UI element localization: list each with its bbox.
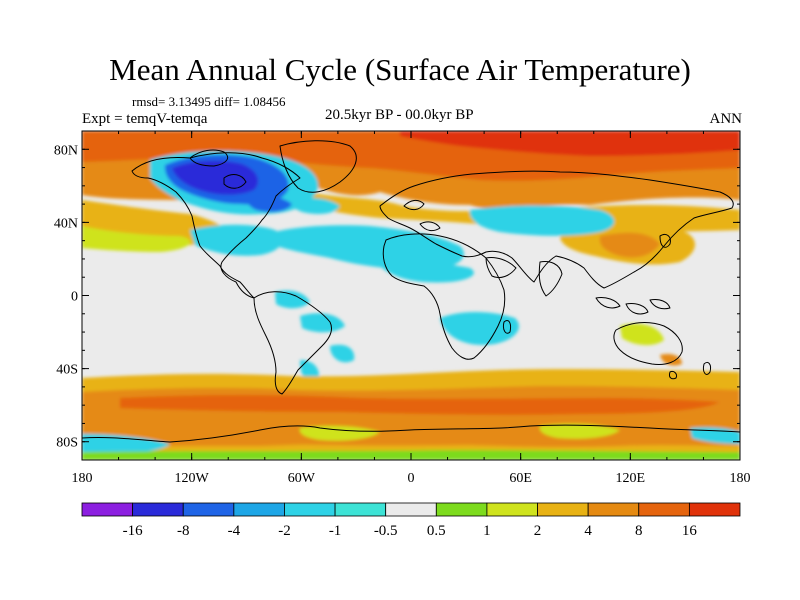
- y-tick-label: 40N: [54, 216, 78, 231]
- colorbar-swatch: [587, 502, 640, 517]
- period-text: 20.5kyr BP - 00.0kyr BP: [325, 107, 474, 123]
- colorbar-swatch: [385, 502, 437, 517]
- y-tick-label: 80N: [54, 143, 78, 158]
- y-tick-label: 80S: [56, 436, 78, 451]
- colorbar-label: -2: [278, 523, 291, 539]
- colorbar-label: 1: [483, 523, 491, 539]
- colorbar-label: -1: [329, 523, 342, 539]
- colorbar-swatch: [435, 502, 488, 517]
- colorbar-swatch: [81, 502, 134, 517]
- colorbar-swatch: [688, 502, 741, 517]
- colorbar-label: 8: [635, 523, 643, 539]
- colorbar-label: -4: [228, 523, 241, 539]
- colorbar: [81, 502, 741, 517]
- colorbar-swatch: [233, 502, 285, 517]
- colorbar-swatch: [284, 502, 336, 517]
- y-tick-label: 0: [71, 290, 78, 305]
- colorbar-label: 0.5: [427, 523, 446, 539]
- x-tick-label: 180: [72, 471, 93, 486]
- colorbar-swatch: [132, 502, 184, 517]
- colorbar-swatch: [334, 502, 387, 517]
- colorbar-swatch: [486, 502, 538, 517]
- coastlines: [82, 140, 740, 443]
- colorbar-label: -16: [123, 523, 143, 539]
- colorbar-label: -0.5: [374, 523, 398, 539]
- x-tick-label: 180: [730, 471, 751, 486]
- colorbar-label: 16: [682, 523, 698, 539]
- colorbar-label: 4: [584, 523, 592, 539]
- y-tick-label: 40S: [56, 363, 78, 378]
- experiment-text: Expt = temqV-temqa: [82, 111, 208, 127]
- x-tick-label: 120E: [616, 471, 646, 486]
- x-tick-label: 120W: [175, 471, 210, 486]
- colorbar-label: 2: [534, 523, 542, 539]
- plot-title: Mean Annual Cycle (Surface Air Temperatu…: [109, 52, 691, 87]
- colorbar-swatch: [638, 502, 690, 517]
- x-tick-label: 0: [408, 471, 415, 486]
- season-text: ANN: [709, 111, 743, 127]
- axis-ticks: [81, 130, 741, 461]
- x-tick-label: 60E: [509, 471, 532, 486]
- x-tick-label: 60W: [288, 471, 316, 486]
- colorbar-swatch: [182, 502, 235, 517]
- colorbar-label: -8: [177, 523, 190, 539]
- temperature-anomaly-field: [82, 131, 740, 460]
- x-axis-labels: 180 120W 60W 0 60E 120E 180: [72, 471, 751, 486]
- colorbar-labels: -16 -8 -4 -2 -1 -0.5 0.5 1 2 4 8 16: [123, 523, 698, 539]
- y-axis-labels: 80N 40N 0 40S 80S: [54, 143, 78, 450]
- colorbar-swatch: [537, 502, 589, 517]
- stats-text: rmsd= 3.13495 diff= 1.08456: [132, 94, 286, 109]
